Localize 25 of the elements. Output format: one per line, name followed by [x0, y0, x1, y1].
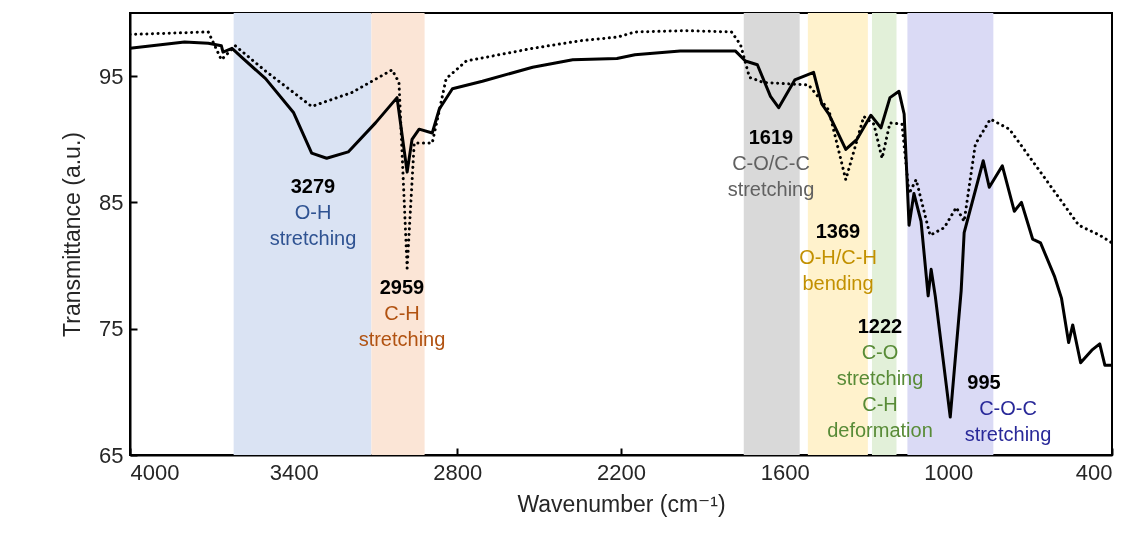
y-tick-label: 95 [99, 63, 124, 89]
y-axis-title: Transmittance (a.u.) [59, 132, 86, 337]
band-label: C-O/C-C stretching [727, 152, 815, 200]
band-label: C-O stretching C-H deformation [827, 341, 933, 441]
y-tick-label: 75 [99, 316, 124, 342]
annotation: 1369 [815, 220, 861, 242]
x-tick-label: 4000 [130, 459, 180, 485]
band-label: O-H/C-H bending [799, 246, 877, 294]
band-label: C-H stretching [358, 302, 446, 350]
x-tick-label: 3400 [269, 459, 319, 485]
annotation: 1619 [748, 126, 794, 148]
annotation: 1222 [857, 315, 903, 337]
band-label: O-H stretching [269, 201, 357, 249]
y-tick-label: 85 [99, 189, 124, 215]
x-tick-label: 2200 [597, 459, 646, 485]
y-tick-label: 65 [99, 442, 124, 468]
x-axis-title: Wavenumber (cm⁻¹) [517, 490, 726, 517]
annotation: 995 [967, 371, 1001, 393]
x-tick-label: 2800 [433, 459, 483, 485]
annotation: 3279 [290, 175, 336, 197]
x-tick-label: 1000 [924, 459, 974, 485]
annotation: 2959 [379, 276, 425, 298]
band-label: C-O-C stretching [964, 397, 1052, 445]
x-tick-label: 400 [1075, 459, 1113, 485]
x-tick-label: 1600 [760, 459, 810, 485]
